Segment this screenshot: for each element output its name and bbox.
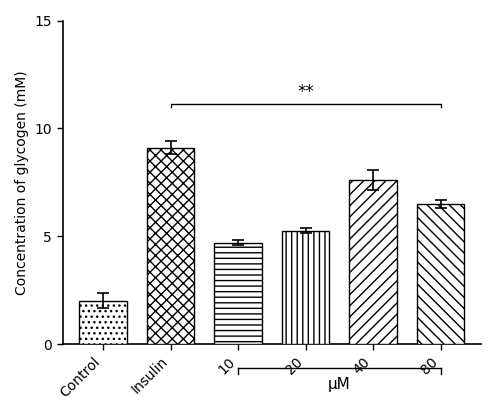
- Text: μM: μM: [328, 378, 351, 393]
- Bar: [79, 301, 126, 344]
- Bar: [282, 231, 329, 344]
- Bar: [417, 204, 464, 344]
- Bar: [349, 180, 397, 344]
- Bar: [147, 148, 194, 344]
- Text: **: **: [297, 83, 314, 101]
- Bar: [214, 243, 262, 344]
- Y-axis label: Concentration of glycogen (mM): Concentration of glycogen (mM): [15, 70, 29, 295]
